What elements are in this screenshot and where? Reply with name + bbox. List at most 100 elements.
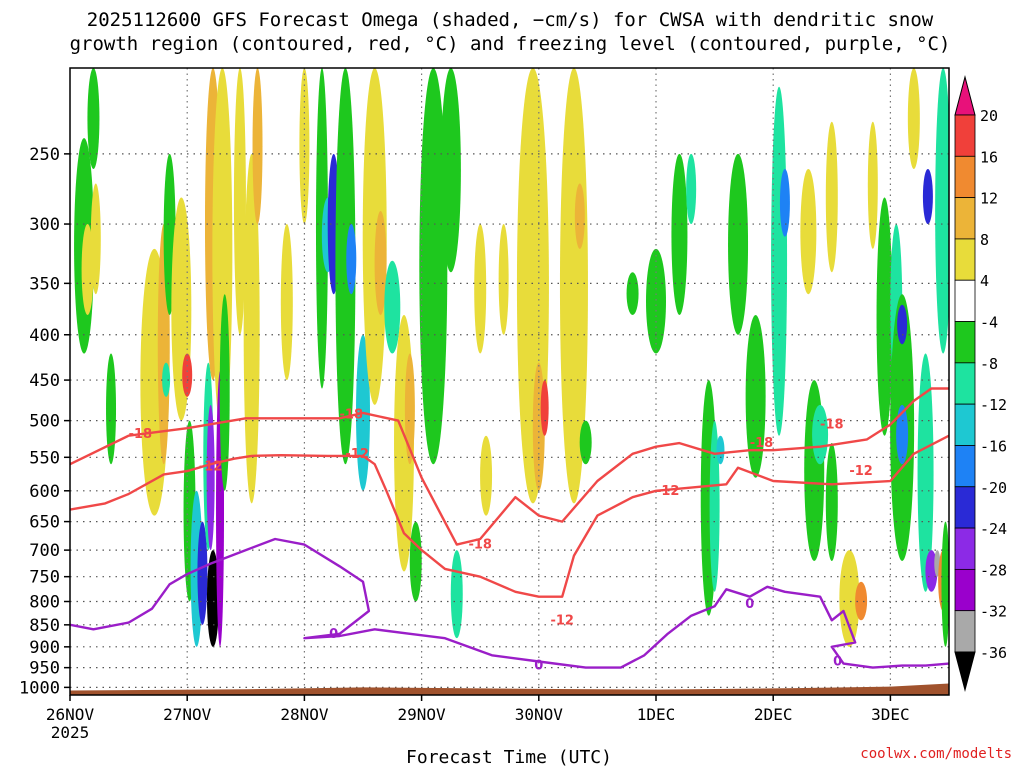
y-tick-label: 450	[29, 371, 60, 391]
omega-cell	[839, 550, 860, 647]
contour-label-minus18: -18	[129, 427, 153, 442]
omega-cell	[825, 121, 838, 273]
omega-cell	[800, 168, 817, 295]
omega-cell	[686, 153, 697, 225]
contour-label-zero: 0	[833, 655, 842, 670]
omega-cell	[941, 521, 949, 647]
colorbar-swatch	[954, 114, 976, 157]
contour-label-minus18: -18	[820, 417, 844, 432]
contour-label-minus12: -12	[550, 613, 574, 628]
x-axis-year: 2025	[51, 723, 90, 742]
omega-cell	[716, 435, 725, 465]
terrain-ridge	[70, 683, 949, 692]
contour-label-minus12: -12	[199, 459, 223, 474]
x-tick-label: 27NOV	[163, 705, 212, 724]
omega-cell	[825, 443, 838, 561]
omega-cell	[197, 521, 208, 625]
grid-lines	[70, 68, 949, 695]
contour-label-zero: 0	[745, 597, 754, 612]
omega-cell	[384, 260, 401, 354]
x-tick-label: 28NOV	[280, 705, 329, 724]
contour-label-minus12: -12	[656, 484, 680, 499]
omega-cell	[922, 168, 933, 225]
omega-cell	[243, 153, 260, 504]
colorbar-swatch	[954, 362, 976, 405]
y-tick-label: 600	[29, 482, 60, 502]
contour-lines: -18 -18 -18 -18 -18 -12 -12 -12 -12 -12 0 0 0 0	[70, 387, 949, 674]
omega-cell	[474, 224, 487, 354]
omega-cell	[917, 353, 934, 592]
y-tick-label: 800	[29, 593, 60, 613]
contour-label-zero: 0	[534, 659, 543, 674]
omega-cell	[206, 404, 215, 551]
colorbar-swatch	[954, 155, 976, 199]
contour-label-minus18: -18	[750, 436, 774, 451]
omega-cell	[206, 550, 219, 647]
omega-cell	[728, 153, 749, 335]
colorbar-label: 20	[980, 107, 998, 125]
omega-cell	[90, 183, 101, 295]
y-tick-label: 400	[29, 326, 60, 346]
colorbar-swatch	[954, 527, 976, 570]
omega-cell	[362, 68, 387, 405]
omega-cell	[579, 420, 592, 465]
omega-cell	[671, 153, 688, 316]
colorbar-label: 12	[980, 190, 998, 208]
omega-cell	[779, 168, 790, 237]
plot-frame	[69, 67, 950, 696]
y-tick-label: 300	[29, 215, 60, 235]
omega-cell	[440, 68, 461, 273]
colorbar-swatch	[954, 279, 976, 322]
omega-cell	[106, 353, 117, 465]
colorbar: 20 16 12 8 4 -4 -8 -12 -16 -20 -24 -28 -32 -36	[954, 75, 1007, 692]
terrain-fill	[70, 691, 949, 695]
dgz-minus12-contour	[70, 434, 949, 598]
omega-cell	[812, 404, 829, 465]
x-axis: 26NOV 27NOV 28NOV 29NOV 30NOV 1DEC 2DEC 3DEC	[46, 695, 910, 724]
y-tick-label: 350	[29, 274, 60, 294]
colorbar-label: -24	[980, 520, 1007, 538]
omega-cell	[745, 315, 766, 478]
contour-label-minus12: -12	[345, 447, 369, 462]
colorbar-label: -28	[980, 561, 1007, 579]
colorbar-label: 16	[980, 148, 998, 166]
omega-cell	[876, 197, 893, 436]
x-tick-label: 2DEC	[754, 705, 793, 724]
y-tick-label: 700	[29, 541, 60, 561]
omega-cell	[626, 272, 639, 316]
colorbar-swatch	[954, 445, 976, 488]
colorbar-swatch	[954, 568, 976, 612]
omega-cell	[907, 68, 920, 169]
omega-cell	[233, 68, 246, 335]
colorbar-swatch	[954, 238, 976, 281]
y-tick-label: 1000	[19, 678, 60, 698]
colorbar-label: 4	[980, 272, 989, 290]
y-tick-label: 850	[29, 616, 60, 636]
x-axis-label: Forecast Time (UTC)	[406, 747, 612, 768]
omega-cell	[87, 68, 100, 169]
colorbar-top-arrow	[954, 75, 976, 116]
omega-cell	[646, 248, 666, 354]
colorbar-label: -36	[980, 644, 1007, 662]
y-tick-label: 550	[29, 448, 60, 468]
colorbar-label: -4	[980, 314, 998, 332]
y-tick-label: 750	[29, 568, 60, 588]
omega-cell	[81, 224, 94, 316]
omega-cell	[335, 68, 356, 465]
colorbar-label: -12	[980, 396, 1007, 414]
x-tick-label: 3DEC	[871, 705, 910, 724]
x-tick-label: 1DEC	[637, 705, 676, 724]
freezing-level-contour	[70, 537, 949, 669]
omega-cell	[897, 304, 908, 345]
terrain-band	[70, 683, 949, 695]
omega-cell	[855, 581, 868, 621]
omega-cell	[219, 294, 230, 491]
omega-cell	[409, 521, 422, 602]
chart-title-line-1: 2025112600 GFS Forecast Omega (shaded, −…	[87, 9, 934, 31]
colorbar-swatch	[954, 321, 976, 364]
y-tick-label: 650	[29, 513, 60, 533]
y-tick-label: 900	[29, 638, 60, 658]
omega-cell	[540, 380, 549, 436]
contour-label-minus18: -18	[340, 407, 364, 422]
x-tick-label: 29NOV	[398, 705, 447, 724]
